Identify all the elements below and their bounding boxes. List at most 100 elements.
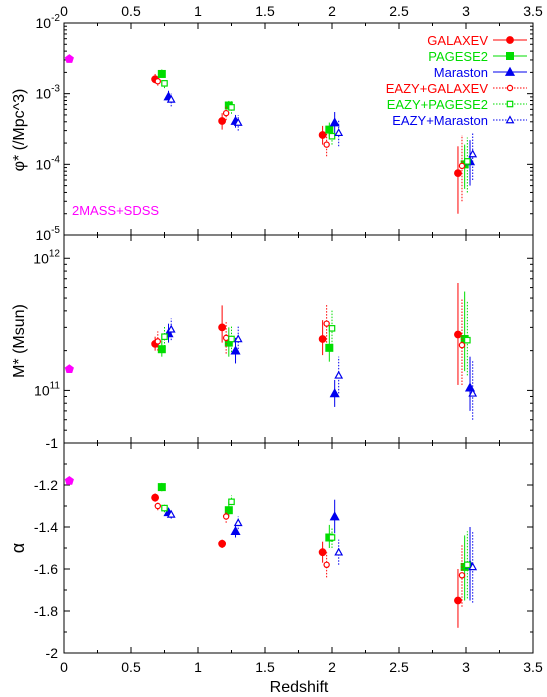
data-point-pagese2	[157, 345, 166, 354]
data-point-eazy-maraston	[233, 334, 243, 343]
data-point-maraston	[329, 117, 340, 127]
legend-label-pagese2: PAGESE2	[428, 49, 488, 64]
data-point-eazy-galaxev	[323, 141, 330, 148]
x-tick-label-top: 3	[462, 3, 470, 19]
x-tick-label-bottom: 3	[462, 659, 470, 675]
data-point-eazy-maraston	[166, 509, 176, 518]
data-point-eazy-maraston	[468, 149, 478, 158]
x-tick-label-bottom: 0	[60, 659, 68, 675]
panel-2-y-tick-label: -1.6	[34, 561, 58, 577]
data-point-eazy-pagese2	[328, 534, 336, 541]
x-tick-label-top: 0	[60, 3, 68, 19]
data-point-eazy-galaxev	[222, 334, 230, 342]
panel-0-y-tick-label: 10-2	[36, 13, 61, 31]
data-point-galaxev	[218, 323, 227, 332]
data-point-galaxev	[454, 169, 462, 178]
data-point-pagese2	[325, 343, 334, 352]
legend-label-eazy-galaxev: EAZY+GALAXEV	[386, 81, 489, 96]
data-point-eazy-pagese2	[161, 504, 168, 512]
data-point-eazy-pagese2	[464, 561, 471, 569]
panel-2-y-tick-label: -1.2	[34, 477, 58, 493]
data-point-eazy-galaxev	[222, 513, 230, 520]
data-point-galaxev	[454, 596, 462, 605]
data-point-galaxev	[318, 335, 327, 343]
legend-marker-maraston	[504, 66, 516, 76]
legend-label-maraston: Maraston	[434, 65, 488, 80]
x-tick-label-bottom: 0.5	[121, 659, 141, 675]
legend-label-eazy-pagese2: EAZY+PAGESE2	[387, 97, 488, 112]
panel-0-y-tick-label: 10-5	[36, 225, 61, 243]
data-point-eazy-pagese2	[328, 132, 336, 140]
data-point-eazy-maraston	[334, 370, 344, 379]
panel-phi-y-axis-title: φ* (/Mpc^3)	[11, 89, 28, 172]
panel-0-y-tick-label: 10-3	[36, 84, 61, 102]
data-point-eazy-galaxev	[154, 502, 161, 510]
data-point-galaxev	[151, 493, 160, 502]
data-point-eazy-maraston	[468, 388, 478, 397]
data-point-eazy-galaxev	[323, 561, 330, 569]
x-axis-title: Redshift	[270, 679, 329, 696]
data-point-eazy-maraston	[468, 562, 478, 571]
legend-label-galaxev: GALAXEV	[427, 33, 488, 48]
data-point-maraston	[230, 345, 241, 355]
data-point-eazy-maraston	[166, 324, 176, 333]
data-point-eazy-maraston	[334, 128, 344, 137]
data-point-eazy-pagese2	[161, 333, 168, 340]
x-tick-label-top: 1.5	[255, 3, 275, 19]
data-point-eazy-pagese2	[464, 336, 471, 344]
data-point-galaxev	[318, 548, 327, 557]
data-point-eazy-maraston	[334, 547, 344, 556]
legend-marker-eazy-galaxev	[506, 84, 514, 92]
x-tick-label-top: 0.5	[121, 3, 141, 19]
data-point-maraston	[329, 388, 340, 398]
legend-marker-eazy-maraston	[505, 115, 515, 124]
x-tick-label-bottom: 3.5	[523, 659, 543, 675]
panel-alpha-y-axis-title: α	[8, 543, 28, 553]
panel-0-reference-point	[64, 54, 74, 63]
panel-1-y-tick-label: 1011	[34, 380, 60, 398]
legend-marker-pagese2	[506, 52, 514, 60]
data-point-galaxev	[218, 117, 227, 125]
panel-1-reference-point	[64, 364, 74, 373]
data-point-eazy-pagese2	[228, 498, 235, 506]
x-tick-label-top: 2	[328, 3, 336, 19]
panel-2-reference-point	[64, 475, 74, 485]
data-point-pagese2	[157, 483, 166, 492]
data-point-eazy-galaxev	[323, 320, 330, 327]
x-tick-label-bottom: 1	[194, 659, 202, 675]
data-point-maraston	[464, 382, 476, 392]
x-tick-label-top: 3.5	[523, 3, 543, 19]
panel-1-y-tick-label: 1012	[33, 248, 60, 266]
x-tick-label-bottom: 1.5	[255, 659, 275, 675]
reference-label-2mass-sdss: 2MASS+SDSS	[72, 203, 159, 218]
data-point-eazy-maraston	[166, 94, 176, 103]
data-point-galaxev	[318, 131, 327, 139]
data-point-eazy-maraston	[233, 117, 243, 126]
data-point-pagese2	[224, 506, 233, 515]
x-tick-label-top: 2.5	[389, 3, 409, 19]
data-point-galaxev	[218, 539, 227, 548]
data-point-eazy-galaxev	[154, 338, 161, 345]
data-point-eazy-pagese2	[161, 80, 168, 87]
data-point-eazy-pagese2	[464, 158, 471, 165]
x-tick-label-top: 1	[194, 3, 202, 19]
data-point-eazy-pagese2	[328, 325, 336, 332]
data-point-eazy-galaxev	[458, 572, 466, 579]
data-point-eazy-galaxev	[458, 341, 466, 349]
data-point-eazy-galaxev	[154, 78, 161, 85]
x-tick-label-bottom: 2	[328, 659, 336, 675]
panel-0-y-tick-label: 10-4	[36, 154, 61, 172]
panel-2-y-tick-label: -1	[46, 435, 59, 451]
panel-2-y-tick-label: -2	[46, 645, 59, 661]
data-point-eazy-galaxev	[458, 162, 466, 170]
data-point-pagese2	[157, 69, 166, 78]
data-point-galaxev	[454, 330, 462, 339]
panel-2-y-tick-label: -1.4	[34, 519, 58, 535]
data-point-eazy-maraston	[233, 518, 243, 527]
data-point-eazy-pagese2	[228, 104, 235, 111]
data-point-maraston	[329, 511, 340, 521]
legend-label-eazy-maraston: EAZY+Maraston	[392, 113, 488, 128]
legend-marker-eazy-pagese2	[506, 100, 514, 108]
x-tick-label-bottom: 2.5	[389, 659, 409, 675]
data-point-eazy-pagese2	[228, 335, 235, 343]
